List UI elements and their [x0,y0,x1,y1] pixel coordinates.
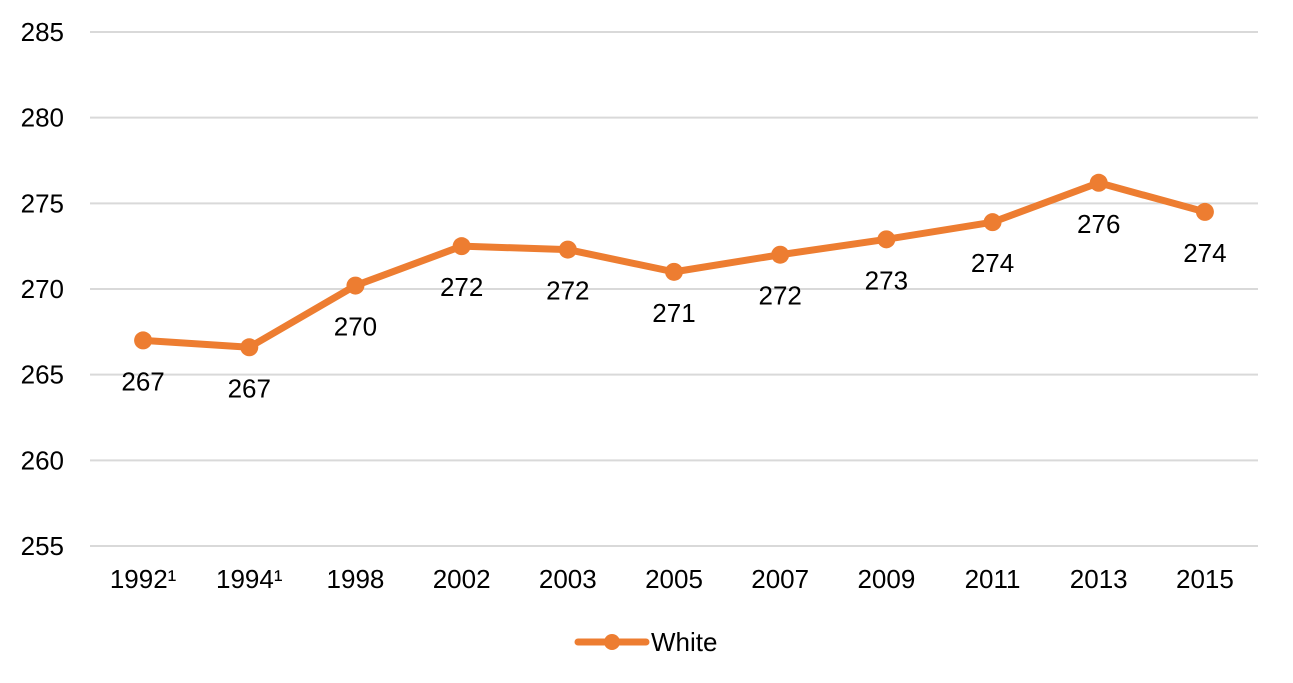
y-tick-label: 255 [21,531,64,561]
y-axis-tick-labels: 255 260 265 270 275 280 285 [21,17,64,561]
x-tick-label: 1994¹ [216,564,283,594]
gridlines [90,31,1258,547]
legend-marker-swatch [604,634,620,650]
data-point [558,240,577,259]
x-tick-label: 1992¹ [110,564,177,594]
data-label: 272 [440,272,483,302]
x-tick-label: 1998 [327,564,385,594]
data-point [240,338,259,357]
data-point [1195,202,1214,221]
x-tick-label: 2011 [965,564,1021,594]
y-tick-label: 285 [21,17,64,47]
data-label: 272 [758,281,801,311]
data-point [771,245,790,264]
data-point [1089,173,1108,192]
data-point [452,237,471,256]
legend: White [574,627,717,657]
data-label: 267 [121,366,164,396]
y-tick-label: 265 [21,360,64,390]
x-axis-tick-labels: 1992¹ 1994¹ 1998 2002 2003 2005 2007 2009 2011 20… [110,564,1234,594]
data-point [134,331,153,350]
data-point [665,262,683,281]
data-label: 271 [652,298,695,328]
y-tick-label: 270 [21,274,64,304]
data-point [983,213,1002,232]
data-label: 276 [1077,209,1120,239]
y-tick-label: 275 [21,188,64,218]
data-label: 270 [334,312,377,342]
y-tick-label: 280 [21,103,64,133]
data-labels: 267 267 270 272 272 271 272 273 274 276 274 [121,209,1226,403]
data-point [877,230,896,249]
y-tick-label: 260 [21,445,64,475]
data-label: 273 [865,265,908,295]
x-tick-label: 2005 [645,564,703,594]
x-tick-label: 2015 [1176,564,1234,594]
data-point [346,276,365,295]
data-label: 267 [228,373,271,403]
series-white [134,173,1214,357]
x-tick-label: 2002 [433,564,491,594]
data-label: 274 [1183,238,1226,268]
data-label: 272 [546,276,589,306]
x-tick-label: 2009 [857,564,915,594]
x-tick-label: 2003 [539,564,597,594]
x-tick-label: 2007 [751,564,809,594]
legend-label-white: White [651,627,717,657]
data-label: 274 [971,248,1014,278]
x-tick-label: 2013 [1070,564,1128,594]
